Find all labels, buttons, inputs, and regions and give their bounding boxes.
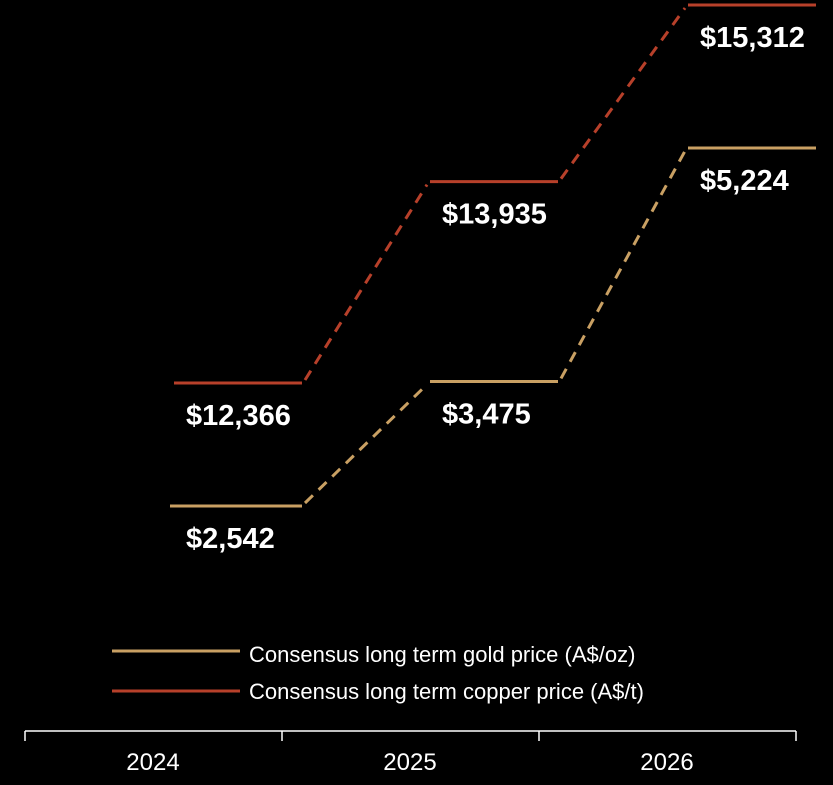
x-tick-label-2025: 2025	[383, 749, 436, 776]
legend-label-gold: Consensus long term gold price (A$/oz)	[249, 642, 635, 667]
x-tick-label-2024: 2024	[126, 749, 179, 776]
price-segments	[170, 3, 816, 508]
legend-label-copper: Consensus long term copper price (A$/t)	[249, 679, 644, 704]
legend: Consensus long term gold price (A$/oz) C…	[112, 642, 644, 704]
gold-connector-2025-2026	[559, 150, 687, 380]
gold-connector-2024-2025	[303, 383, 429, 505]
copper-connector-2025-2026	[559, 7, 687, 180]
copper-connector-2024-2025	[303, 183, 429, 381]
gold-value-label-2024: $2,542	[186, 523, 275, 555]
copper-value-label-2025: $13,935	[442, 199, 547, 231]
gold-value-label-2025: $3,475	[442, 398, 531, 430]
dashed-connectors	[303, 7, 687, 505]
copper-value-label-2026: $15,312	[700, 22, 805, 54]
x-tick-label-2026: 2026	[640, 749, 693, 776]
gold-value-label-2026: $5,224	[700, 165, 789, 197]
value-labels: $2,542 $3,475 $5,224 $12,366 $13,935 $15,312	[186, 22, 805, 555]
x-axis: 2024 2025 2026	[24, 730, 797, 776]
copper-value-label-2024: $12,366	[186, 400, 291, 432]
